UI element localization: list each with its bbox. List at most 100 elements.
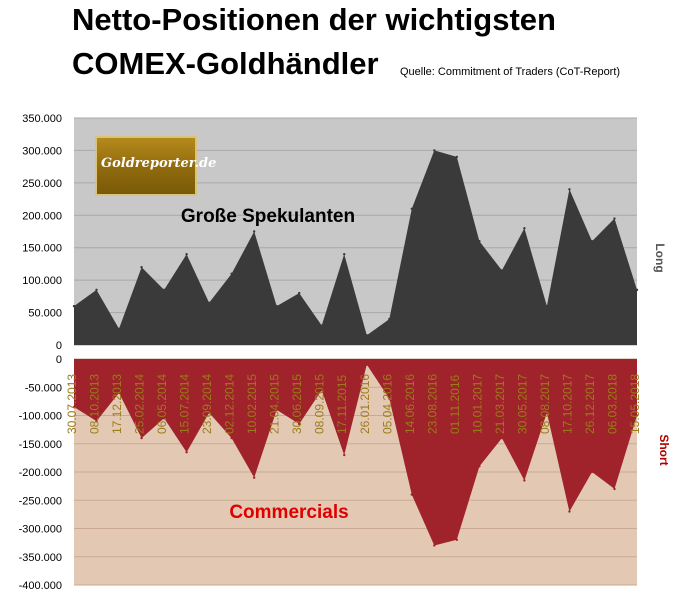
long-data-point <box>185 253 188 256</box>
long-y-tick-label: 150.000 <box>22 243 62 255</box>
long-data-point <box>207 301 211 305</box>
x-tick-label: 21.03.2017 <box>493 374 507 434</box>
x-tick-label: 25.02.2014 <box>133 374 147 434</box>
short-series-label: Commercials <box>229 502 348 523</box>
short-y-tick-label: -150.000 <box>19 439 62 451</box>
short-y-tick-label: -50.000 <box>25 382 62 394</box>
long-axis-label: Long <box>653 243 667 272</box>
short-data-point <box>635 414 639 417</box>
source-note: Quelle: Commitment of Traders (CoT-Repor… <box>400 66 621 78</box>
long-data-point <box>455 155 459 159</box>
long-data-point <box>230 272 233 275</box>
long-y-tick-label: 0 <box>56 340 62 352</box>
long-data-point <box>252 230 256 233</box>
x-tick-label: 14.06.2016 <box>403 374 417 434</box>
long-data-point <box>275 304 278 308</box>
long-data-point <box>320 324 323 327</box>
x-tick-label: 01.11.2016 <box>448 375 462 434</box>
long-series-label: Große Spekulanten <box>181 206 355 227</box>
chart-title-line2: COMEX-Goldhändler <box>72 46 379 81</box>
short-data-point <box>455 538 459 541</box>
short-y-tick-label: -400.000 <box>19 580 62 592</box>
long-data-point <box>478 240 481 243</box>
x-tick-label: 10.02.2015 <box>245 374 259 434</box>
long-data-point <box>365 334 368 337</box>
x-tick-label: 08.10.2013 <box>88 374 102 434</box>
long-data-point <box>72 304 76 308</box>
long-data-point <box>635 288 639 292</box>
x-tick-label: 17.12.2013 <box>110 374 124 434</box>
x-tick-label: 23.08.2016 <box>425 374 439 434</box>
short-data-point <box>568 510 571 513</box>
x-tick-label: 02.12.2014 <box>223 374 237 434</box>
short-data-point <box>320 388 323 392</box>
short-data-point <box>252 476 256 479</box>
chart-labels: 30.07.2013 08.10.2013 17.12.2013 25.02.2014… <box>65 374 642 434</box>
long-data-point <box>95 288 98 292</box>
short-y-tick-label: -200.000 <box>19 467 62 479</box>
long-y-tick-label: 200.000 <box>22 210 62 222</box>
long-data-point <box>343 253 346 256</box>
long-data-point <box>613 217 616 220</box>
short-data-point <box>185 451 188 454</box>
long-data-point <box>568 188 571 191</box>
x-tick-label: 08.09.2015 <box>313 374 327 434</box>
long-data-point <box>523 227 526 230</box>
x-tick-label: 05.04.2016 <box>380 374 394 434</box>
long-data-point <box>545 304 549 308</box>
x-tick-label: 17.11.2015 <box>335 375 349 434</box>
short-data-point <box>117 391 121 395</box>
long-data-point <box>410 207 413 210</box>
short-y-tick-label: 0 <box>56 354 62 366</box>
short-data-point <box>545 411 549 414</box>
short-data-point <box>162 417 166 420</box>
x-tick-label: 08.08.2017 <box>538 374 552 434</box>
long-data-point <box>298 291 301 295</box>
short-data-point <box>140 436 143 440</box>
long-y-tick-label: 300.000 <box>22 145 62 157</box>
x-tick-label: 21.04.2015 <box>268 374 282 434</box>
long-y-tick-label: 50.000 <box>28 308 62 320</box>
long-data-point <box>500 269 504 272</box>
long-y-tick-label: 350.000 <box>22 113 62 125</box>
short-data-point <box>388 397 391 400</box>
short-data-point <box>72 405 76 409</box>
short-data-point <box>343 453 346 457</box>
short-data-point <box>433 544 436 547</box>
short-data-point <box>523 479 526 482</box>
short-y-tick-label: -350.000 <box>19 552 62 564</box>
short-data-point <box>613 487 616 491</box>
short-data-point <box>410 493 413 496</box>
short-data-point <box>478 465 481 468</box>
long-series-area <box>74 150 637 345</box>
long-data-point <box>162 288 166 292</box>
short-data-point <box>230 436 233 440</box>
short-data-point <box>365 363 368 366</box>
logo-text: Goldreporter.de <box>101 156 217 171</box>
long-data-point <box>433 149 436 152</box>
x-tick-label: 06.05.2014 <box>155 374 169 434</box>
long-data-point <box>590 240 594 243</box>
x-tick-label: 23.09.2014 <box>200 374 214 434</box>
x-tick-label: 10.01.2017 <box>470 374 484 434</box>
short-data-point <box>95 419 98 423</box>
short-y-tick-label: -250.000 <box>19 495 62 507</box>
chart-title-line1: Netto-Positionen der wichtigsten <box>72 2 556 37</box>
long-data-point <box>117 327 121 330</box>
x-tick-label: 26.12.2017 <box>583 374 597 434</box>
long-data-point <box>388 317 391 321</box>
long-data-point <box>140 265 143 269</box>
short-data-point <box>298 422 301 426</box>
x-tick-label: 15.07.2014 <box>178 374 192 434</box>
short-series-area <box>74 359 637 546</box>
short-y-tick-label: -100.000 <box>19 411 62 423</box>
goldreporter-logo: Goldreporter.de <box>95 136 216 196</box>
x-tick-label: 30.06.2015 <box>290 374 304 434</box>
x-tick-label: 15.05.2018 <box>628 374 642 434</box>
short-axis-label: Short <box>657 434 671 465</box>
x-tick-label: 26.01.2016 <box>358 374 372 434</box>
x-tick-label: 17.10.2017 <box>560 374 574 434</box>
short-data-point <box>590 470 594 474</box>
long-y-tick-label: 250.000 <box>22 178 62 190</box>
